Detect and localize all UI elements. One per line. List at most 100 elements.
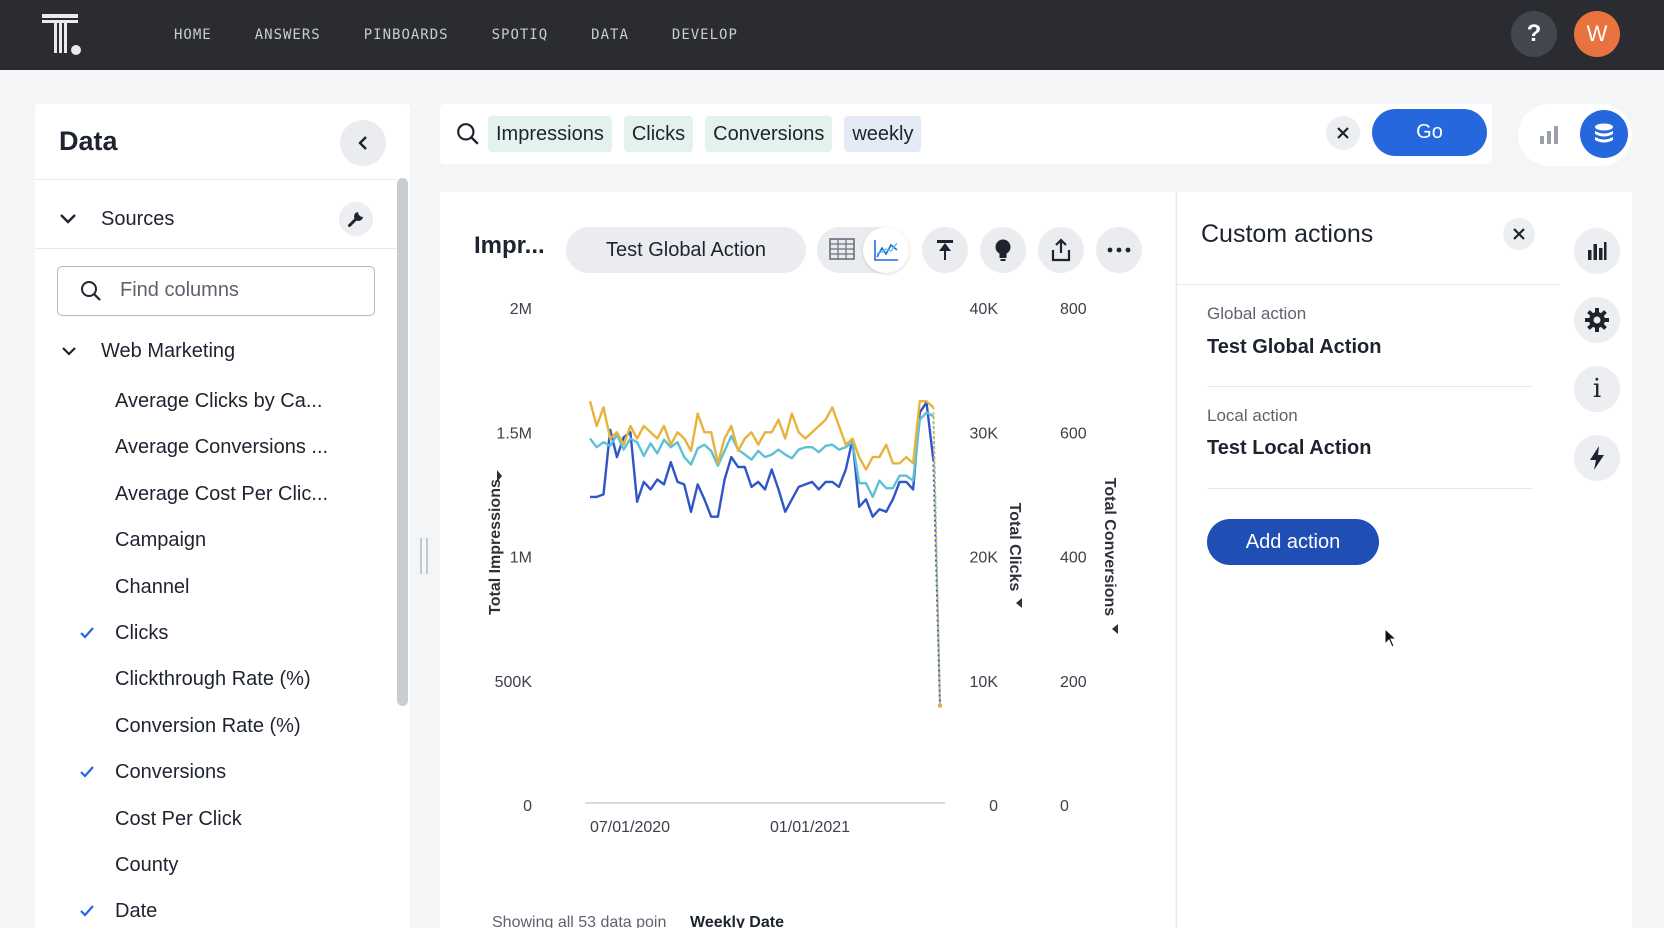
chart-view-button[interactable] [863,227,909,273]
pin-button[interactable] [922,227,968,273]
chevron-down-icon[interactable] [59,212,77,226]
series-line[interactable] [588,400,935,471]
avatar[interactable]: W [1574,11,1620,57]
column-label: Cost Per Click [115,807,242,830]
find-columns-field[interactable] [57,266,375,316]
footer-status-text: Showing all 53 data poin [492,914,667,928]
go-button[interactable]: Go [1372,109,1487,156]
table-chart-toggle [817,227,909,273]
settings-button[interactable] [1574,297,1620,343]
nav-spotiq[interactable]: SPOTIQ [491,27,549,43]
column-label: Campaign [115,529,207,552]
help-button[interactable]: ? [1511,11,1557,57]
database-icon [1595,123,1613,143]
y-tick-label: 2M [510,301,532,318]
column-item[interactable]: Channel [35,568,397,614]
source-label: Web Marketing [101,340,236,362]
nav-data[interactable]: DATA [591,27,629,43]
chevron-down-icon[interactable] [61,345,77,359]
nav-home[interactable]: HOME [174,27,212,43]
column-item[interactable]: Average Clicks by Ca... [35,382,397,428]
axis-arrow-icon[interactable] [1016,598,1022,608]
column-label: Channel [115,575,190,598]
info-button[interactable]: i [1574,366,1620,412]
divider [1177,284,1561,285]
manage-sources-button[interactable] [339,202,373,236]
resize-handle[interactable] [420,538,430,574]
top-nav: HOME ANSWERS PINBOARDS SPOTIQ DATA DEVEL… [0,0,1664,70]
y-tick-label: 0 [989,798,998,815]
column-item[interactable]: Conversions [35,753,397,799]
search-token-clicks[interactable]: Clicks [623,116,694,152]
checkmark-icon [80,627,94,639]
column-list: Average Clicks by Ca... Average Conversio… [35,382,397,928]
search-bar[interactable]: Impressions Clicks Conversions weekly Go [440,104,1492,164]
local-action-value[interactable]: Test Local Action [1207,437,1372,459]
series-line[interactable] [589,411,934,499]
bar-chart-icon[interactable] [1538,122,1560,146]
data-panel-scrollbar[interactable] [397,178,408,706]
share-button[interactable] [1038,227,1084,273]
right-rail: i [1560,192,1632,928]
local-action-label: Local action [1207,406,1298,425]
series-line[interactable] [590,401,935,518]
data-point[interactable] [938,703,942,708]
y-tick-label: 200 [1060,674,1087,691]
column-item[interactable]: Campaign [35,521,397,567]
more-options-button[interactable] [1096,227,1142,273]
data-view-button[interactable] [1580,110,1628,158]
clear-search-button[interactable] [1326,116,1360,150]
thoughtspot-logo-icon[interactable] [40,12,88,58]
column-item[interactable]: Average Cost Per Clic... [35,475,397,521]
search-token-impressions[interactable]: Impressions [488,116,612,152]
search-icon [81,281,101,301]
axis-arrow-icon[interactable] [497,470,502,482]
lightbulb-icon [995,239,1011,261]
checkmark-icon [80,766,94,778]
table-icon[interactable] [829,237,855,261]
column-item[interactable]: Date [35,892,397,928]
y-tick-label: 1M [510,550,532,567]
global-action-value[interactable]: Test Global Action [1207,336,1382,358]
global-action-button[interactable]: Test Global Action [566,227,806,273]
divider [1207,488,1533,489]
y-tick-label: 10K [970,674,999,691]
nav-develop[interactable]: DEVELOP [671,27,738,43]
y-tick-label: 40K [970,301,999,318]
answer-title[interactable]: Impr... [474,232,545,259]
collapse-panel-button[interactable] [340,120,386,166]
data-panel-title: Data [59,126,118,156]
global-action-label: Global action [1207,304,1307,323]
column-item[interactable]: Average Conversions ... [35,428,397,474]
search-token-weekly[interactable]: weekly [844,116,922,152]
add-action-button[interactable]: Add action [1207,519,1379,565]
custom-actions-button[interactable] [1574,435,1620,481]
close-icon [1337,127,1349,139]
close-panel-button[interactable] [1503,218,1535,250]
spotiq-button[interactable] [980,227,1026,273]
column-item[interactable]: Cost Per Click [35,800,397,846]
axis-arrow-icon[interactable] [1112,624,1118,634]
more-icon [1107,247,1131,253]
column-item[interactable]: Conversion Rate (%) [35,707,397,753]
column-item[interactable]: County [35,846,397,892]
sort-column-dropdown[interactable]: Weekly Date [690,914,784,928]
chart-config-button[interactable] [1574,228,1620,274]
column-label: Conversions [115,761,227,784]
column-item[interactable]: Clicks [35,614,397,660]
y-tick-label: 500K [495,674,533,691]
column-item[interactable]: Clickthrough Rate (%) [35,660,397,706]
custom-actions-panel: Custom actions Global action Test Global… [1176,192,1561,928]
y-tick-label: 1.5M [496,425,532,442]
mouse-pointer-icon [1384,628,1398,648]
sources-row[interactable]: Sources [59,200,389,240]
x-tick-label: 07/01/2020 [590,819,670,836]
divider [35,248,397,249]
pin-icon [937,240,953,260]
find-columns-input[interactable] [120,279,360,302]
nav-pinboards[interactable]: PINBOARDS [363,27,449,43]
search-token-conversions[interactable]: Conversions [705,116,833,152]
series-line-projection [932,459,941,706]
view-mode-toggle [1518,104,1632,166]
nav-answers[interactable]: ANSWERS [254,27,321,43]
